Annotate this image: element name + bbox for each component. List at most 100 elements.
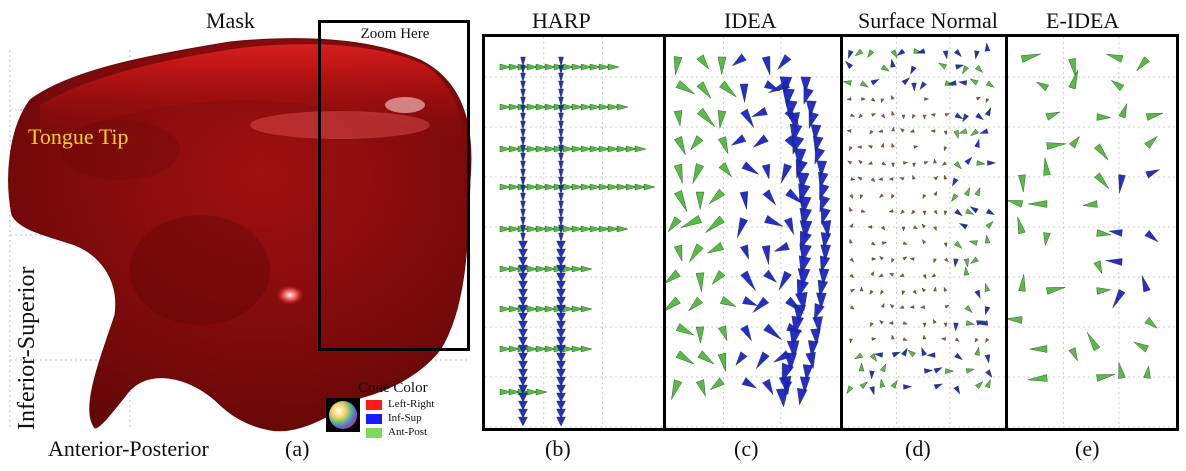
e-idea-cone <box>1144 136 1158 149</box>
e-idea-cone <box>1043 157 1051 176</box>
surface-normal-cone <box>867 145 873 149</box>
surface-normal-cone <box>843 80 852 86</box>
idea-cone <box>695 326 705 344</box>
harp-cone <box>558 192 564 203</box>
surface-normal-cone <box>953 322 959 332</box>
e-idea-cone <box>1068 58 1076 77</box>
surface-normal-cone <box>912 289 917 295</box>
e-idea-cone <box>1083 200 1098 208</box>
idea-cone <box>718 162 732 178</box>
harp-cone <box>544 225 557 233</box>
idea-cone <box>741 377 758 389</box>
e-idea-cone <box>1118 362 1126 379</box>
e-idea-cone <box>1029 345 1048 353</box>
e-idea-cone <box>1106 53 1124 63</box>
idea-cone-field <box>666 37 840 428</box>
surface-normal-cone <box>861 97 867 101</box>
surface-normal-cone <box>913 225 919 229</box>
harp-cone <box>634 183 647 191</box>
surface-normal-cone <box>891 126 895 132</box>
harp-cone <box>556 296 566 307</box>
surface-normal-cone <box>931 273 937 278</box>
harp-cone <box>556 336 566 347</box>
harp-cone <box>571 265 584 273</box>
surface-normal-cone <box>849 257 855 263</box>
e-idea-cone <box>1096 113 1111 121</box>
harp-cone-field <box>485 37 663 428</box>
surface-normal-cone <box>891 351 902 358</box>
surface-normal-cone <box>933 383 943 390</box>
idea-cone <box>764 215 784 227</box>
idea-cone <box>819 195 831 213</box>
harp-cone <box>520 72 526 83</box>
surface-normal-cone <box>943 146 948 152</box>
idea-cone <box>741 161 759 175</box>
surface-normal-cone <box>954 208 963 217</box>
harp-cone <box>526 225 539 233</box>
harp-cone <box>556 312 566 323</box>
harp-cone <box>571 183 584 191</box>
e-idea-cone <box>1133 341 1149 353</box>
harp-cone <box>616 145 629 153</box>
surface-normal-cone <box>879 319 884 325</box>
surface-normal-cone <box>900 347 908 357</box>
harp-cone <box>520 232 526 243</box>
legend-swatch-left-right <box>366 400 382 410</box>
surface-normal-cone <box>933 226 937 232</box>
surface-normal-cone <box>867 161 873 165</box>
idea-cone <box>673 163 683 184</box>
surface-normal-cone <box>943 130 948 136</box>
idea-cone <box>666 269 681 284</box>
surface-normal-cone <box>899 177 905 181</box>
harp-cone <box>544 183 557 191</box>
harp-cone <box>580 265 593 273</box>
harp-cone <box>518 296 528 307</box>
surface-normal-cone <box>974 381 984 390</box>
harp-cone <box>518 408 528 419</box>
surface-normal-cone <box>909 129 915 133</box>
surface-normal-cone <box>878 273 884 278</box>
surface-normal-cone <box>890 49 898 59</box>
idea-cone <box>816 160 828 178</box>
harp-cone <box>580 305 593 313</box>
surface-normal-cone <box>984 282 991 292</box>
e-idea-cone <box>1105 258 1123 266</box>
harp-cone <box>535 345 548 353</box>
harp-cone <box>520 176 526 187</box>
harp-cone <box>607 225 620 233</box>
idea-cone <box>808 111 819 129</box>
e-idea-cone <box>1093 143 1109 161</box>
surface-normal-cone <box>846 385 854 395</box>
surface-normal-cone <box>891 258 895 264</box>
idea-cone <box>692 163 705 184</box>
surface-normal-cone <box>940 337 946 341</box>
surface-normal-cone <box>888 272 895 277</box>
surface-normal-cone <box>922 334 927 340</box>
e-idea-cone <box>1096 229 1112 237</box>
surface-normal-cone <box>974 186 981 197</box>
harp-cone <box>535 145 548 153</box>
surface-normal-cone <box>964 304 973 314</box>
surface-normal-cone <box>922 322 927 328</box>
e-idea-cone <box>1068 347 1078 362</box>
cone-color-legend: Cone Color Left-Right Inf-Sup Ant-Post <box>326 380 476 440</box>
harp-cone <box>535 305 548 313</box>
surface-normal-cone <box>850 177 856 181</box>
surface-normal-cone <box>858 362 865 372</box>
surface-normal-cone <box>963 266 970 276</box>
idea-cone <box>697 350 715 365</box>
surface-normal-cone <box>969 256 979 264</box>
harp-cone <box>556 408 566 419</box>
idea-cone <box>797 268 811 288</box>
surface-normal-cone <box>963 187 970 197</box>
idea-cone <box>668 216 682 233</box>
idea-cone <box>695 191 705 210</box>
harp-cone <box>571 145 584 153</box>
surface-normal-cone <box>869 370 875 380</box>
harp-cone <box>558 128 564 139</box>
idea-cone <box>797 387 808 406</box>
e-idea-cone <box>1086 332 1101 352</box>
surface-normal-cone <box>859 381 869 390</box>
panel-d-title: Surface Normal <box>858 8 998 33</box>
harp-cone <box>556 280 566 291</box>
